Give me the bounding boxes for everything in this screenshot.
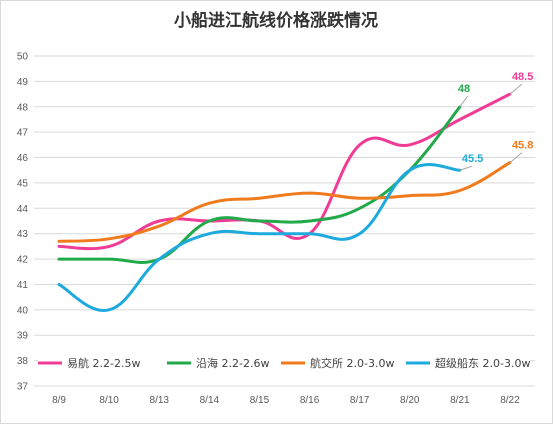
legend: 易航 2.2-2.5w 沿海 2.2-2.6w 航交所 2.0-3.0w 超级船东 2… (38, 356, 530, 370)
y-tick-label: 44 (17, 204, 29, 215)
series-line (57, 92, 512, 251)
data-label: 45.8 (512, 140, 533, 152)
y-tick-label: 39 (17, 331, 29, 342)
y-tick-label: 42 (17, 255, 29, 266)
legend-item: 航交所 2.0-3.0w (310, 356, 394, 370)
y-tick-label: 49 (17, 77, 29, 88)
series-lines (57, 92, 512, 312)
y-tick-label: 40 (17, 305, 29, 316)
legend-item: 超级船东 2.0-3.0w (435, 356, 530, 370)
chart-title: 小船进江航线价格涨跌情况 (174, 10, 378, 31)
legend-item: 沿海 2.2-2.6w (196, 356, 269, 370)
series-line (57, 105, 462, 264)
x-tick-label: 8/9 (52, 395, 66, 406)
x-tick-label: 8/15 (250, 395, 270, 406)
x-tick-label: 8/16 (300, 395, 320, 406)
label-leader-line (459, 95, 469, 108)
y-tick-label: 43 (17, 229, 29, 240)
y-tick-label: 50 (17, 52, 29, 63)
x-axis-ticks: 8/9 8/10 8/13 8/14 8/15 8/16 8/17 8/20 8/21 8/22 (52, 395, 520, 406)
y-tick-label: 48 (17, 102, 29, 113)
y-tick-label: 46 (17, 153, 29, 164)
x-tick-label: 8/13 (150, 395, 170, 406)
label-leader-line (509, 152, 523, 163)
x-tick-label: 8/10 (99, 395, 119, 406)
x-tick-label: 8/21 (450, 395, 470, 406)
x-tick-label: 8/20 (400, 395, 420, 406)
y-tick-label: 47 (17, 128, 29, 139)
data-labels: 48.5 48 45.8 45.5 (458, 71, 533, 171)
x-tick-label: 8/14 (200, 395, 220, 406)
x-tick-label: 8/22 (500, 395, 520, 406)
label-leader-line (459, 165, 473, 171)
y-tick-label: 41 (17, 280, 29, 291)
data-label: 48 (458, 83, 470, 95)
data-label: 48.5 (512, 71, 533, 83)
legend-item: 易航 2.2-2.5w (67, 356, 140, 370)
y-tick-label: 45 (17, 178, 29, 189)
y-axis-ticks: 37 38 39 40 41 42 43 44 45 46 47 48 49 50 (17, 52, 29, 393)
y-tick-label: 37 (17, 382, 29, 393)
series-line (57, 161, 512, 243)
gridlines (34, 55, 535, 387)
series-line (57, 163, 462, 312)
x-tick-label: 8/17 (350, 395, 370, 406)
y-tick-label: 38 (17, 356, 29, 367)
data-label: 45.5 (462, 153, 483, 165)
label-leader-line (509, 83, 523, 95)
